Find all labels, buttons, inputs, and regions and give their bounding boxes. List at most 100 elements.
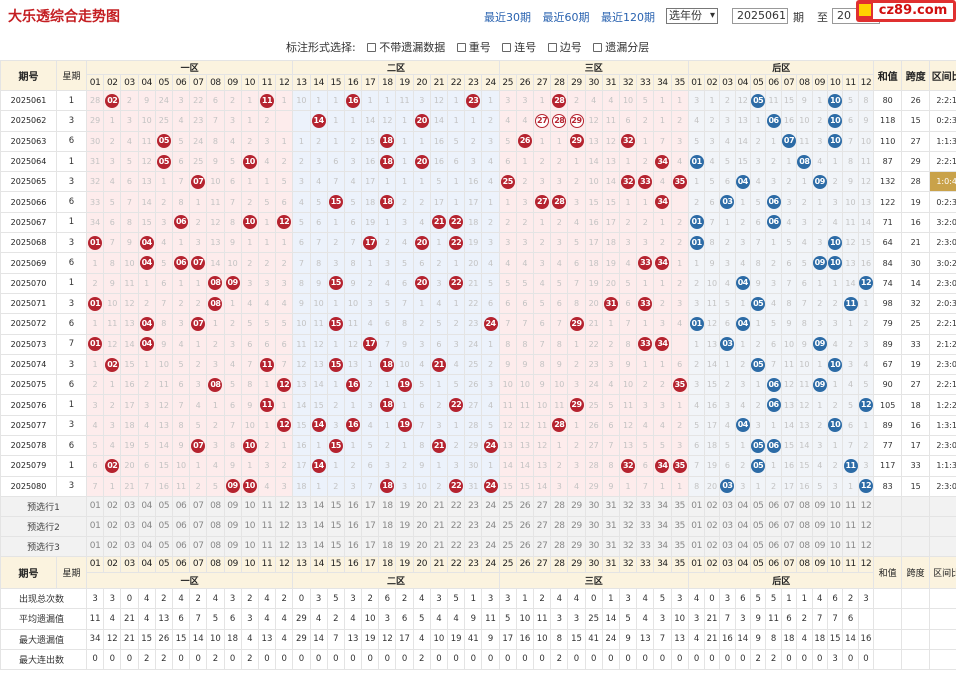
preselect-cell[interactable]: 01 [85,495,105,517]
preselect-cell[interactable]: 35 [670,495,689,517]
preselect-cell[interactable]: 22 [447,535,466,557]
preselect-cell[interactable]: 09 [811,495,828,517]
from-issue-input[interactable]: 2025061 [732,8,788,24]
preselect-cell[interactable]: 14 [309,495,328,517]
preselect-cell[interactable]: 01 [85,515,105,537]
preselect-cell[interactable]: 02 [103,495,122,517]
preselect-cell[interactable]: 16 [343,535,363,557]
link-recent-120[interactable]: 最近120期 [601,11,655,24]
preselect-cell[interactable]: 03 [719,535,736,557]
preselect-cell[interactable]: 06 [765,535,782,557]
preselect-cell[interactable]: 03 [120,535,139,557]
site-logo[interactable]: cz89.com [856,0,956,22]
preselect-cell[interactable]: 31 [601,535,620,557]
preselect-cell[interactable]: 01 [688,515,705,537]
preselect-cell[interactable]: 05 [749,495,767,517]
checkbox-edge[interactable] [547,43,557,52]
preselect-cell[interactable]: 32 [618,535,638,557]
preselect-cell[interactable]: 09 [223,495,242,517]
preselect-cell[interactable]: 04 [137,535,156,557]
preselect-cell[interactable]: 30 [584,535,603,557]
preselect-cell[interactable]: 25 [498,535,517,557]
preselect-cell[interactable]: 11 [257,535,277,557]
preselect-cell[interactable]: 10 [826,495,844,517]
preselect-cell[interactable]: 11 [842,515,859,537]
preselect-cell[interactable]: 19 [395,515,414,537]
preselect-cell[interactable]: 33 [636,515,655,537]
preselect-cell[interactable]: 06 [765,515,782,537]
preselect-cell[interactable]: 13 [292,535,311,557]
checkbox-repeat[interactable] [456,43,466,52]
preselect-cell[interactable]: 29 [567,515,586,537]
preselect-cell[interactable]: 05 [154,515,173,537]
preselect-cell[interactable]: 02 [103,535,122,557]
preselect-cell[interactable]: 27 [533,495,552,517]
preselect-cell[interactable]: 06 [171,535,191,557]
preselect-cell[interactable]: 23 [464,515,483,537]
preselect-cell[interactable]: 05 [749,515,767,537]
preselect-cell[interactable]: 05 [154,495,173,517]
preselect-cell[interactable]: 24 [481,515,500,537]
link-recent-60[interactable]: 最近60期 [542,11,590,24]
preselect-cell[interactable]: 18 [378,515,397,537]
preselect-cell[interactable]: 04 [734,515,751,537]
preselect-cell[interactable]: 12 [857,535,875,557]
preselect-cell[interactable]: 11 [257,495,277,517]
preselect-cell[interactable]: 11 [842,495,859,517]
checkbox-consecutive[interactable] [502,43,512,52]
preselect-cell[interactable]: 09 [223,535,242,557]
preselect-cell[interactable]: 29 [567,495,586,517]
preselect-cell[interactable]: 10 [240,535,259,557]
preselect-cell[interactable]: 32 [618,515,638,537]
preselect-cell[interactable]: 15 [326,535,345,557]
preselect-cell[interactable]: 03 [120,515,139,537]
preselect-cell[interactable]: 18 [378,535,397,557]
preselect-cell[interactable]: 15 [326,495,345,517]
preselect-cell[interactable]: 03 [719,495,736,517]
checkbox-miss-layer[interactable] [593,43,603,52]
year-select[interactable]: 选年份 [666,8,718,24]
preselect-cell[interactable]: 26 [515,515,535,537]
preselect-cell[interactable]: 17 [361,535,380,557]
preselect-cell[interactable]: 07 [780,535,798,557]
preselect-cell[interactable]: 21 [429,535,449,557]
preselect-cell[interactable]: 20 [412,515,431,537]
preselect-cell[interactable]: 05 [749,535,767,557]
preselect-cell[interactable]: 08 [206,535,225,557]
preselect-cell[interactable]: 08 [796,495,813,517]
preselect-cell[interactable]: 11 [842,535,859,557]
preselect-cell[interactable]: 12 [857,495,875,517]
preselect-cell[interactable]: 07 [780,495,798,517]
preselect-cell[interactable]: 04 [137,515,156,537]
preselect-cell[interactable]: 01 [688,535,705,557]
preselect-cell[interactable]: 04 [734,495,751,517]
preselect-cell[interactable]: 25 [498,495,517,517]
preselect-cell[interactable]: 31 [601,495,620,517]
preselect-cell[interactable]: 02 [703,515,721,537]
preselect-cell[interactable]: 12 [857,515,875,537]
preselect-cell[interactable]: 20 [412,495,431,517]
preselect-cell[interactable]: 07 [189,515,208,537]
preselect-cell[interactable]: 09 [811,515,828,537]
preselect-cell[interactable]: 26 [515,495,535,517]
preselect-cell[interactable]: 19 [395,535,414,557]
preselect-cell[interactable]: 22 [447,495,466,517]
preselect-cell[interactable]: 10 [826,535,844,557]
preselect-cell[interactable]: 02 [703,535,721,557]
preselect-cell[interactable]: 08 [206,515,225,537]
preselect-cell[interactable]: 04 [137,495,156,517]
checkbox-no-miss[interactable] [367,43,377,52]
preselect-cell[interactable]: 16 [343,495,363,517]
preselect-cell[interactable]: 26 [515,535,535,557]
preselect-cell[interactable]: 01 [85,535,105,557]
preselect-cell[interactable]: 06 [171,495,191,517]
preselect-cell[interactable]: 29 [567,535,586,557]
preselect-cell[interactable]: 09 [223,515,242,537]
preselect-cell[interactable]: 30 [584,495,603,517]
preselect-cell[interactable]: 34 [653,515,672,537]
preselect-cell[interactable]: 22 [447,515,466,537]
preselect-cell[interactable]: 17 [361,515,380,537]
preselect-cell[interactable]: 07 [189,495,208,517]
preselect-cell[interactable]: 08 [206,495,225,517]
preselect-cell[interactable]: 28 [550,495,569,517]
